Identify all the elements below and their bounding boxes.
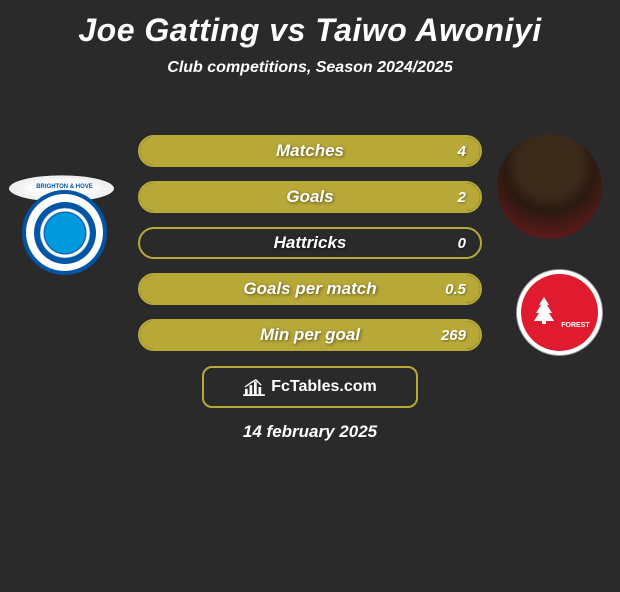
stat-value-right: 269 <box>441 327 466 344</box>
stat-row: Matches 4 <box>138 135 482 167</box>
stat-value-right: 4 <box>458 143 466 160</box>
club-badge-right: FOREST <box>517 270 602 355</box>
stat-label: Goals per match <box>243 279 376 299</box>
stat-label: Matches <box>276 141 344 161</box>
forest-badge-text: FOREST <box>561 322 589 329</box>
club-badge-left: BRIGHTON & HOVE <box>22 190 107 275</box>
stat-row: Goals 2 <box>138 181 482 213</box>
stat-row: Min per goal 269 <box>138 319 482 351</box>
stat-row: Goals per match 0.5 <box>138 273 482 305</box>
stat-row: Hattricks 0 <box>138 227 482 259</box>
tree-icon <box>529 295 559 325</box>
stat-value-right: 0 <box>458 235 466 252</box>
attribution-text: FcTables.com <box>271 378 377 396</box>
stat-label: Goals <box>286 187 333 207</box>
stat-label: Hattricks <box>274 233 347 253</box>
subtitle: Club competitions, Season 2024/2025 <box>0 59 620 77</box>
stat-label: Min per goal <box>260 325 360 345</box>
player-right-photo <box>497 134 602 239</box>
stat-value-right: 2 <box>458 189 466 206</box>
page-title: Joe Gatting vs Taiwo Awoniyi <box>0 12 620 49</box>
date-label: 14 february 2025 <box>243 422 377 442</box>
stat-value-right: 0.5 <box>445 281 466 298</box>
attribution-box: FcTables.com <box>202 366 418 408</box>
chart-icon <box>243 378 265 396</box>
brighton-badge-text: BRIGHTON & HOVE <box>36 184 93 190</box>
forest-badge-inner: FOREST <box>529 295 589 330</box>
stats-container: Matches 4 Goals 2 Hattricks 0 Goals per match 0… <box>138 135 482 365</box>
player-right-face <box>497 134 602 239</box>
brighton-badge-inner: BRIGHTON & HOVE <box>34 202 96 264</box>
